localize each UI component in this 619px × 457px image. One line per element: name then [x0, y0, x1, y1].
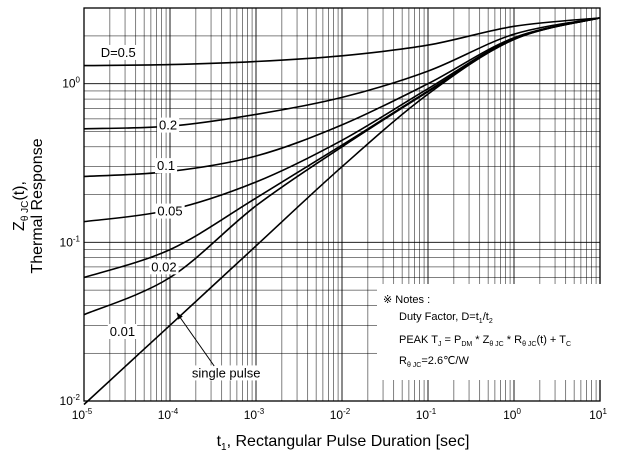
y-axis-title: Zθ JC(t), Thermal Response — [11, 138, 46, 273]
x-tick-label: 100 — [503, 407, 521, 422]
x-tick-label: 10-2 — [330, 407, 351, 422]
series-label-bg — [149, 259, 179, 275]
series-label-1: 0.2 — [159, 118, 177, 133]
series-label-0: D=0.5 — [101, 45, 136, 60]
notes-title: ※ Notes : — [383, 294, 430, 306]
y-tick-label: 10-1 — [60, 234, 81, 249]
series-label-4: 0.02 — [151, 259, 176, 274]
notes-peak-formula: PEAK TJ = PDM * Zθ JC * Rθ JC(t) + TC — [399, 334, 571, 348]
x-axis-title: t1, Rectangular Pulse Duration [sec] — [217, 433, 470, 453]
x-tick-label: 10-4 — [158, 407, 179, 422]
series-line-0 — [83, 17, 601, 67]
series-label-3: 0.05 — [157, 204, 182, 219]
y-tick-label: 100 — [62, 76, 80, 91]
series-label-bg — [155, 158, 178, 174]
notes-box: ※ Notes : Duty Factor, D=t1/t2 PEAK TJ =… — [377, 284, 602, 380]
x-tick-label: 10-1 — [416, 407, 437, 422]
series-label-bg — [98, 44, 138, 60]
single-pulse-arrowhead — [176, 312, 183, 320]
curves — [83, 17, 601, 406]
series-label-5: 0.01 — [110, 324, 135, 339]
single-pulse-arrow — [176, 312, 215, 367]
plot-frame — [83, 7, 601, 402]
series-label-6: single pulse — [192, 365, 261, 380]
notes-rjc-value: Rθ JC=2.6℃/W — [399, 355, 469, 369]
series-line-6 — [83, 17, 601, 406]
curve-labels: D=0.5 0.2 0.1 0.05 0.02 0.01 single pulse — [98, 44, 263, 381]
x-tick-label: 101 — [589, 407, 607, 422]
y-axis-title-line1: Zθ JC(t), — [11, 181, 31, 231]
x-tick-label: 10-3 — [244, 407, 265, 422]
x-tick-label: 10-5 — [72, 407, 93, 422]
y-tick-label: 10-2 — [60, 393, 81, 408]
series-label-bg — [155, 203, 185, 219]
notes-duty-factor: Duty Factor, D=t1/t2 — [399, 311, 493, 325]
y-axis-title-line2: Thermal Response — [29, 138, 46, 273]
series-label-bg — [189, 365, 263, 381]
series-label-2: 0.1 — [157, 158, 175, 173]
notes-background — [377, 284, 602, 380]
tick-labels: 10-5 10-4 10-3 10-2 10-1 100 101 10-2 10-1 100 — [60, 76, 608, 422]
series-label-bg — [107, 324, 138, 340]
series-label-bg — [157, 117, 180, 133]
